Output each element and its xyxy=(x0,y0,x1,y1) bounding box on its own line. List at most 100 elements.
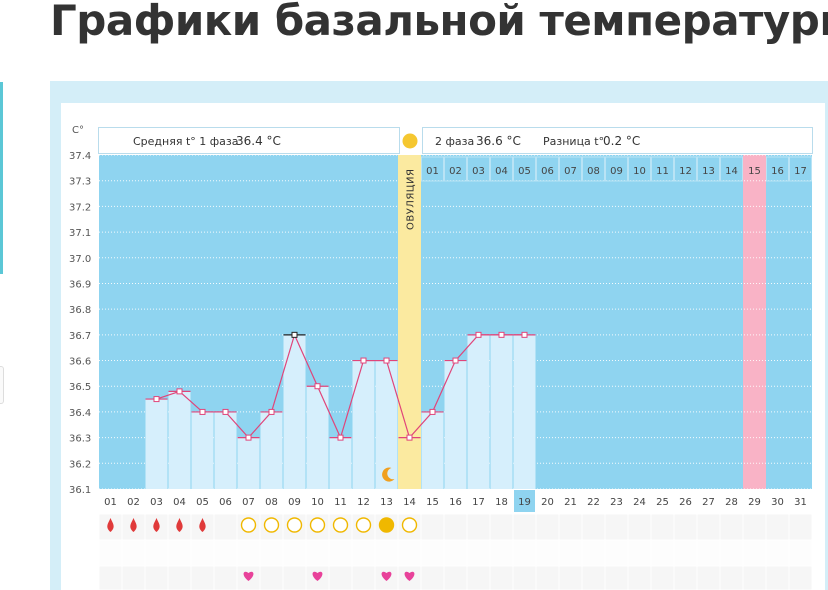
info-box-phase2 xyxy=(422,127,813,154)
symbol-cell-2-09 xyxy=(283,566,306,590)
phase-day-14: 14 xyxy=(725,166,738,177)
phase-day-04: 04 xyxy=(495,166,508,177)
y-tick-36.2: 36.2 xyxy=(69,459,91,470)
point-day-06 xyxy=(222,408,229,415)
y-tick-36.4: 36.4 xyxy=(69,408,91,419)
x-tick-27: 27 xyxy=(702,497,715,508)
side-tab[interactable] xyxy=(0,366,4,404)
symbol-cell-1-17 xyxy=(467,540,490,566)
x-tick-26: 26 xyxy=(679,497,692,508)
symbol-cell-1-24 xyxy=(628,540,651,566)
symbol-cell-2-20 xyxy=(536,566,559,590)
circle-icon xyxy=(401,517,418,533)
symbol-cell-2-22 xyxy=(582,566,605,590)
y-tick-36.1: 36.1 xyxy=(69,485,91,496)
x-tick-20: 20 xyxy=(541,497,554,508)
point-day-07 xyxy=(245,434,252,441)
symbol-cell-2-27 xyxy=(697,566,720,590)
symbol-cell-2-23 xyxy=(605,566,628,590)
symbol-cell-2-31 xyxy=(789,566,812,590)
point-day-15 xyxy=(429,408,436,415)
symbol-cell-0-15 xyxy=(421,514,444,540)
symbol-cell-0-25 xyxy=(651,514,674,540)
symbol-cell-0-18 xyxy=(490,514,513,540)
symbol-cell-1-18 xyxy=(490,540,513,566)
symbol-cell-1-31 xyxy=(789,540,812,566)
symbol-cell-1-06 xyxy=(214,540,237,566)
symbol-cell-2-15 xyxy=(421,566,444,590)
blood-drop-icon xyxy=(107,518,114,532)
phase-cell-07 xyxy=(559,156,582,182)
symbol-cell-0-06 xyxy=(214,514,237,540)
x-tick-17: 17 xyxy=(472,497,485,508)
symbol-cell-1-20 xyxy=(536,540,559,566)
symbol-cell-0-28 xyxy=(720,514,743,540)
heart-icon xyxy=(312,571,323,581)
symbol-cell-1-30 xyxy=(766,540,789,566)
symbol-cell-0-24 xyxy=(628,514,651,540)
phase-day-12: 12 xyxy=(679,166,692,177)
bar-day-15 xyxy=(421,411,444,489)
moon-icon xyxy=(382,467,395,482)
bar-day-06 xyxy=(214,411,237,489)
symbol-cell-1-26 xyxy=(674,540,697,566)
circle-icon xyxy=(309,517,326,533)
phase-day-11: 11 xyxy=(656,166,669,177)
symbol-cell-1-07 xyxy=(237,540,260,566)
x-tick-31: 31 xyxy=(794,497,807,508)
phase-day-07: 07 xyxy=(564,166,577,177)
phase-day-01: 01 xyxy=(426,166,439,177)
point-day-19 xyxy=(521,331,528,338)
symbol-cell-1-16 xyxy=(444,540,467,566)
symbol-cell-2-05 xyxy=(191,566,214,590)
symbol-cell-2-06 xyxy=(214,566,237,590)
symbol-cell-0-16 xyxy=(444,514,467,540)
symbol-cell-0-21 xyxy=(559,514,582,540)
y-tick-36.9: 36.9 xyxy=(69,279,91,290)
x-tick-23: 23 xyxy=(610,497,623,508)
x-tick-09: 09 xyxy=(288,497,301,508)
symbol-cell-0-17 xyxy=(467,514,490,540)
phase-cell-11 xyxy=(651,156,674,182)
x-tick-29: 29 xyxy=(748,497,761,508)
symbol-cell-2-24 xyxy=(628,566,651,590)
phase1-value: 36.4 °C xyxy=(236,134,281,148)
symbol-cell-2-02 xyxy=(122,566,145,590)
symbol-cell-1-01 xyxy=(99,540,122,566)
phase-cell-05 xyxy=(513,156,536,182)
sun-icon xyxy=(402,133,418,149)
x-tick-11: 11 xyxy=(334,497,347,508)
x-tick-12: 12 xyxy=(357,497,370,508)
bar-day-19 xyxy=(513,334,536,489)
y-tick-37.4: 37.4 xyxy=(69,151,91,162)
symbol-cell-1-12 xyxy=(352,540,375,566)
sidebar-accent xyxy=(0,82,3,274)
point-day-11 xyxy=(337,434,344,441)
phase-day-05: 05 xyxy=(518,166,531,177)
y-tick-36.8: 36.8 xyxy=(69,305,91,316)
x-tick-21: 21 xyxy=(564,497,577,508)
symbol-cell-2-03 xyxy=(145,566,168,590)
x-tick-06: 06 xyxy=(219,497,232,508)
symbol-cell-0-31 xyxy=(789,514,812,540)
x-tick-01: 01 xyxy=(104,497,117,508)
symbol-cell-1-19 xyxy=(513,540,536,566)
phase-day-16: 16 xyxy=(771,166,784,177)
symbol-cell-1-04 xyxy=(168,540,191,566)
symbol-cell-2-12 xyxy=(352,566,375,590)
y-axis-label: C° xyxy=(72,125,84,136)
x-tick-28: 28 xyxy=(725,497,738,508)
symbol-cell-2-25 xyxy=(651,566,674,590)
x-tick-25: 25 xyxy=(656,497,669,508)
point-day-04 xyxy=(176,388,183,395)
symbol-cell-1-02 xyxy=(122,540,145,566)
phase-cell-06 xyxy=(536,156,559,182)
symbol-cell-1-29 xyxy=(743,540,766,566)
bar-day-11 xyxy=(329,437,352,489)
phase2-label: 2 фаза xyxy=(435,135,474,148)
phase-day-06: 06 xyxy=(541,166,554,177)
phase-day-13: 13 xyxy=(702,166,715,177)
ovulation-label: ОВУЛЯЦИЯ xyxy=(406,169,417,231)
symbol-cell-1-28 xyxy=(720,540,743,566)
symbol-cell-1-10 xyxy=(306,540,329,566)
